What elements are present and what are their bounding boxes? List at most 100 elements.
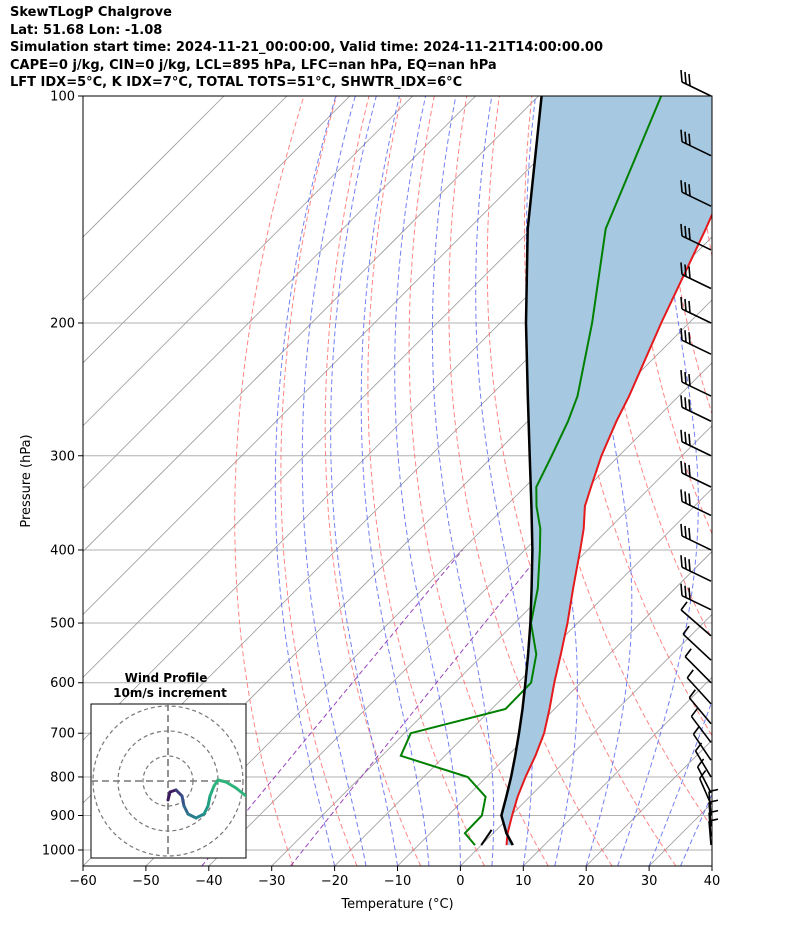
x-tick-label: −10 (384, 874, 411, 889)
inset-subtitle: 10m/s increment (113, 686, 227, 700)
dewpoint-line (399, 96, 663, 846)
wind-barb (680, 429, 712, 457)
profile-lines-layer (399, 96, 712, 846)
inset-plot (91, 704, 246, 858)
wind-barb (686, 669, 712, 705)
isotherm-line (83, 96, 539, 553)
x-tick-label: 20 (578, 874, 595, 889)
moist-adiabat (394, 96, 461, 866)
y-tick-label: 800 (50, 770, 75, 785)
moist-adiabat (301, 96, 367, 866)
wind-barb (680, 129, 712, 157)
wind-barb (680, 395, 712, 422)
inset-title: Wind Profile (125, 671, 208, 685)
x-tick-label: −40 (195, 874, 222, 889)
hodograph-segment (206, 794, 212, 808)
y-tick-label: 900 (50, 809, 75, 824)
y-tick-label: 600 (50, 676, 75, 691)
y-tick-label: 400 (50, 543, 75, 558)
wind-barb (680, 583, 712, 611)
cape-shaded-region (501, 96, 712, 846)
wind-barb (680, 523, 712, 551)
dry-adiabat (408, 96, 549, 866)
wind-barb (688, 689, 712, 725)
y-axis-label: Pressure (hPa) (19, 434, 34, 527)
dry-adiabat (280, 96, 358, 866)
wind-barb (680, 489, 712, 517)
cape-shade-layer (501, 96, 712, 846)
header: SkewTLogP Chalgrove Lat: 51.68 Lon: -1.0… (10, 4, 603, 92)
x-tick-label: −60 (69, 874, 96, 889)
wind-barb (692, 725, 712, 761)
wind-barb (680, 223, 712, 251)
isotherm-line (83, 96, 602, 615)
dry-adiabat (486, 96, 677, 866)
dry-adiabat (448, 96, 613, 866)
wind-barb (680, 460, 712, 488)
hodograph-segment (208, 784, 216, 798)
wind-barbs-layer (680, 69, 719, 846)
hodograph-segment (180, 794, 186, 808)
header-times: Simulation start time: 2024-11-21_00:00:… (10, 40, 603, 55)
moist-adiabat (711, 864, 712, 866)
dry-adiabat (661, 96, 712, 416)
temperature-line (505, 212, 712, 846)
wind-barb (696, 758, 712, 794)
isotherm-line (334, 488, 712, 866)
y-tick-label: 300 (50, 449, 75, 464)
moist-adiabat (617, 96, 699, 866)
x-tick-label: 10 (515, 874, 532, 889)
x-tick-label: −30 (258, 874, 285, 889)
header-cape: CAPE=0 j/kg, CIN=0 j/kg, LCL=895 hPa, LF… (10, 57, 497, 73)
isotherm-line (523, 676, 712, 866)
dry-adiabat (234, 96, 305, 866)
axis-layer: −60 −50 −40 −30 −20 −10 0 10 20 30 40 100 200 300 400 5… (19, 90, 720, 913)
wind-barb (680, 369, 712, 397)
isotherm-line (83, 96, 225, 238)
x-tick-label: 40 (704, 874, 721, 889)
wind-barb (680, 601, 712, 637)
hodograph-segment (224, 780, 238, 790)
x-tick-label: −20 (321, 874, 348, 889)
wind-barb (680, 328, 712, 355)
dry-adiabat (760, 96, 794, 866)
wind-barb (690, 707, 712, 743)
wind-barb (680, 296, 712, 324)
x-axis-label: Temperature (°C) (340, 897, 453, 912)
isotherm-line (271, 425, 712, 866)
isotherm-line (83, 96, 413, 427)
mixing-ratio-line (201, 549, 463, 866)
dry-adiabat (367, 96, 485, 866)
wind-barb (680, 180, 712, 207)
isotherm-line (775, 96, 794, 866)
x-tick-label: 30 (641, 874, 658, 889)
isotherm-line (460, 613, 712, 866)
header-location: Lat: 51.68 Lon: -1.08 (10, 22, 163, 38)
y-tick-label: 700 (50, 727, 75, 742)
hodograph-segment (234, 786, 246, 798)
dry-adiabat (324, 96, 422, 866)
dry-adiabat (727, 96, 794, 866)
isotherm-line (83, 96, 351, 364)
moist-adiabat (274, 96, 337, 866)
mixing-ratio-line (290, 549, 544, 866)
x-tick-label: −50 (132, 874, 159, 889)
y-tick-label: 1000 (42, 844, 75, 859)
wind-barb (684, 648, 712, 684)
wind-barb (698, 769, 712, 805)
wind-barb (680, 69, 712, 97)
isotherm-line (83, 96, 476, 490)
moist-adiabat (330, 96, 398, 866)
header-indices: LFT IDX=5°C, K IDX=7°C, TOTAL TOTS=51°C,… (10, 75, 463, 90)
parcel-line (500, 96, 543, 846)
isotherm-line (711, 865, 712, 866)
wind-barb (682, 625, 712, 661)
moist-adiabat (360, 96, 430, 866)
moist-adiabat (648, 699, 712, 866)
wind-barb (680, 555, 712, 582)
y-tick-label: 100 (50, 90, 75, 105)
parcel-dry-segment (480, 829, 493, 846)
x-tick-label: 0 (456, 874, 464, 889)
